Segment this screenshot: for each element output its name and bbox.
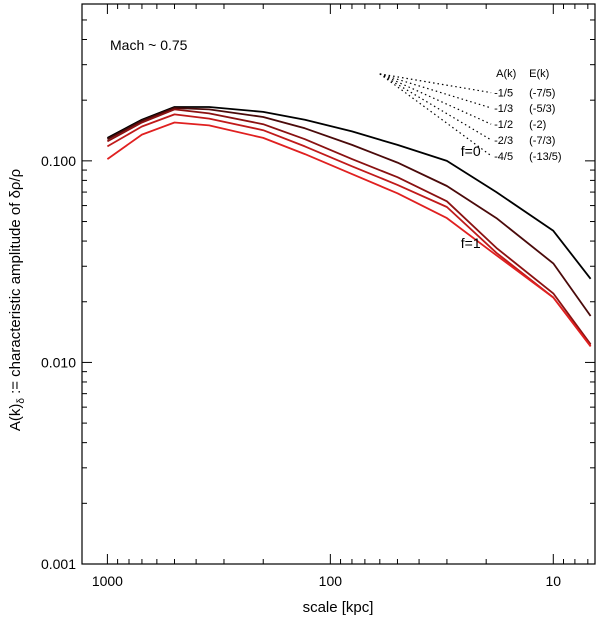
series-line — [106, 107, 592, 317]
legend-slope-a: -1/2 — [494, 119, 513, 131]
legend-header-a: A(k) — [496, 68, 516, 80]
legend-slope-e: (-5/3) — [529, 103, 555, 115]
axis-ticks — [82, 4, 595, 565]
series-line — [106, 108, 592, 345]
series-line — [106, 106, 592, 280]
x-tick-label: 100 — [319, 573, 343, 589]
slope-line — [379, 73, 492, 141]
x-tick-label: 1000 — [92, 573, 123, 589]
legend-slope-a: -1/3 — [494, 103, 513, 115]
series-line — [106, 113, 592, 347]
y-label-rest: := characteristic amplitude of δρ/ρ — [7, 169, 24, 398]
legend-slope-e: (-13/5) — [529, 151, 561, 163]
x-axis-label: scale [kpc] — [303, 599, 374, 616]
legend-slope-e: (-7/5) — [529, 88, 555, 100]
legend-header-e: E(k) — [529, 68, 549, 80]
curve-label: f=1 — [461, 235, 481, 251]
y-axis-label: A(k)δ := characteristic amplitude of δρ/… — [7, 169, 27, 431]
slope-line — [379, 73, 492, 94]
y-tick-label: 0.100 — [41, 153, 76, 169]
curve-label: f=0 — [461, 143, 481, 159]
series-group: f=0 f=1 — [106, 106, 592, 348]
legend-slope-a: -1/5 — [494, 88, 513, 100]
slope-line — [379, 73, 492, 125]
legend-slope-a: -4/5 — [494, 151, 513, 163]
legend-slope-e: (-7/3) — [529, 135, 555, 147]
y-label-subscript: δ — [16, 398, 27, 404]
y-tick-label: 0.010 — [41, 354, 76, 370]
legend-slope-e: (-2) — [529, 119, 546, 131]
legend-slope-a: -2/3 — [494, 135, 513, 147]
y-label-main: A(k) — [7, 404, 24, 432]
tick-labels: 1000 100 10 0.001 0.010 0.100 — [41, 153, 561, 589]
plot-frame — [81, 3, 596, 565]
y-tick-label: 0.001 — [41, 556, 76, 572]
series-line — [106, 121, 592, 348]
mach-annotation: Mach ~ 0.75 — [110, 37, 188, 53]
slope-legend: A(k) E(k) -1/5 (-7/5) -1/3 (-5/3) -1/2 (-2) -2/3… — [379, 68, 562, 163]
x-tick-label: 10 — [546, 573, 562, 589]
slope-line — [379, 73, 492, 157]
slope-line — [379, 73, 492, 109]
